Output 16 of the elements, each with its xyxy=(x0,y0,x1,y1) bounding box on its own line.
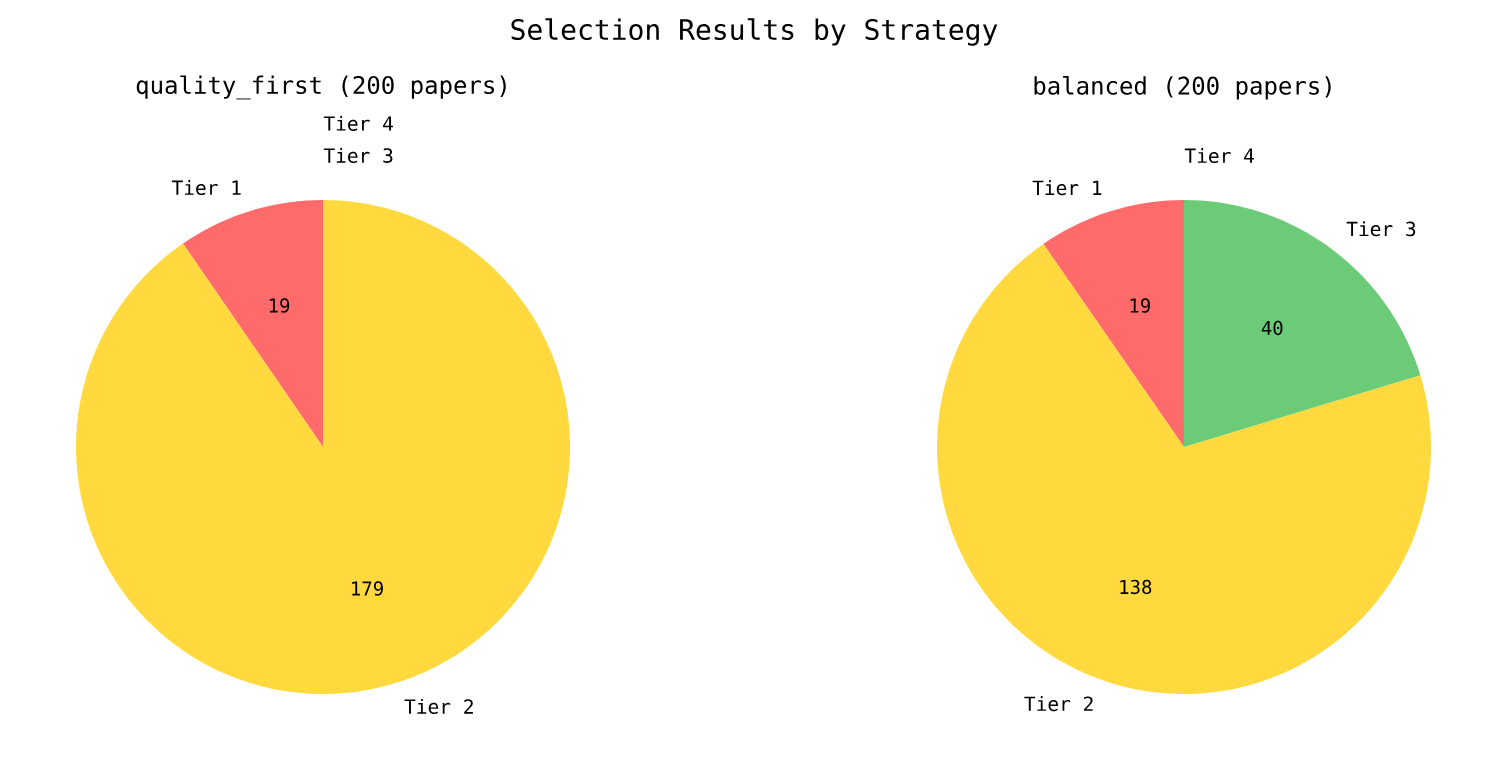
data-label: 179 xyxy=(352,581,383,596)
category-label: Tier 3 xyxy=(323,147,393,163)
text: Selection Results by Strategy xyxy=(511,18,998,46)
category-label: Tier 4 xyxy=(1184,148,1254,164)
data-label: 19 xyxy=(1130,298,1150,313)
chart-title: quality_first (200 papers) xyxy=(136,75,506,100)
data-label: 19 xyxy=(269,298,290,313)
slice-label: Tier 1 xyxy=(1032,180,1102,196)
data-label: 40 xyxy=(1261,320,1283,336)
data-label: 138 xyxy=(1120,579,1152,595)
slice-label: Tier 3 xyxy=(1346,221,1416,237)
category-label: Tier 4 xyxy=(323,115,393,131)
chart-title: balanced (200 papers) xyxy=(1034,76,1331,100)
slice-label: Tier 2 xyxy=(404,698,473,714)
slice-label: Tier 1 xyxy=(171,179,241,196)
slice-label: Tier 2 xyxy=(1024,696,1093,712)
